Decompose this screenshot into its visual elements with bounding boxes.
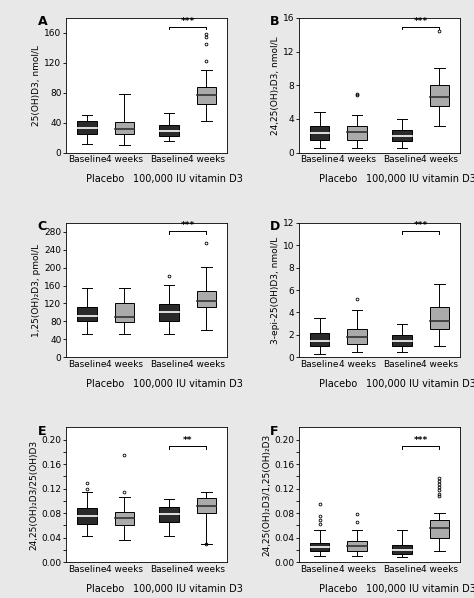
Bar — [392, 545, 411, 554]
Bar — [347, 126, 367, 140]
Text: F: F — [270, 425, 279, 438]
Text: ***: *** — [413, 221, 428, 230]
Text: 100,000 IU vitamin D3: 100,000 IU vitamin D3 — [365, 174, 474, 184]
Y-axis label: 3-epi-25(OH)D3, nmol/L: 3-epi-25(OH)D3, nmol/L — [271, 236, 280, 344]
Y-axis label: 24,25(OH)₂D3/25(OH)D3: 24,25(OH)₂D3/25(OH)D3 — [29, 440, 38, 550]
Text: Placebo: Placebo — [86, 379, 125, 389]
Bar — [392, 130, 411, 141]
Text: Placebo: Placebo — [319, 379, 357, 389]
Text: **: ** — [183, 436, 192, 445]
Bar — [159, 125, 179, 136]
Bar — [77, 121, 97, 134]
Bar — [77, 508, 97, 524]
Bar — [77, 307, 97, 322]
Bar — [115, 122, 134, 134]
Bar — [429, 307, 449, 329]
Text: D: D — [270, 220, 281, 233]
Text: ***: *** — [413, 436, 428, 445]
Text: ***: *** — [181, 17, 195, 26]
Text: B: B — [270, 15, 280, 28]
Text: 100,000 IU vitamin D3: 100,000 IU vitamin D3 — [133, 584, 243, 594]
Y-axis label: 24,25(OH)₂D3/1,25(OH)₂D3: 24,25(OH)₂D3/1,25(OH)₂D3 — [263, 434, 272, 556]
Bar — [115, 512, 134, 526]
Text: Placebo: Placebo — [319, 174, 357, 184]
Bar — [310, 332, 329, 346]
Text: Placebo: Placebo — [319, 584, 357, 594]
Y-axis label: 25(OH)D3, nmol/L: 25(OH)D3, nmol/L — [33, 45, 41, 126]
Bar — [347, 541, 367, 551]
Bar — [310, 126, 329, 140]
Y-axis label: 1,25(OH)₂D3, pmol/L: 1,25(OH)₂D3, pmol/L — [33, 243, 41, 337]
Text: 100,000 IU vitamin D3: 100,000 IU vitamin D3 — [365, 584, 474, 594]
Text: C: C — [37, 220, 46, 233]
Bar — [159, 507, 179, 522]
Y-axis label: 24,25(OH)₂D3, nmol/L: 24,25(OH)₂D3, nmol/L — [271, 36, 280, 135]
Bar — [197, 87, 216, 104]
Bar — [197, 291, 216, 307]
Bar — [347, 329, 367, 344]
Text: ***: *** — [413, 17, 428, 26]
Text: 100,000 IU vitamin D3: 100,000 IU vitamin D3 — [365, 379, 474, 389]
Bar — [392, 335, 411, 346]
Text: ***: *** — [181, 221, 195, 230]
Text: E: E — [37, 425, 46, 438]
Bar — [115, 303, 134, 322]
Text: 100,000 IU vitamin D3: 100,000 IU vitamin D3 — [133, 379, 243, 389]
Text: A: A — [37, 15, 47, 28]
Bar — [429, 86, 449, 106]
Bar — [310, 542, 329, 551]
Bar — [159, 304, 179, 322]
Text: Placebo: Placebo — [86, 584, 125, 594]
Bar — [197, 498, 216, 513]
Text: Placebo: Placebo — [86, 174, 125, 184]
Bar — [429, 520, 449, 538]
Text: 100,000 IU vitamin D3: 100,000 IU vitamin D3 — [133, 174, 243, 184]
